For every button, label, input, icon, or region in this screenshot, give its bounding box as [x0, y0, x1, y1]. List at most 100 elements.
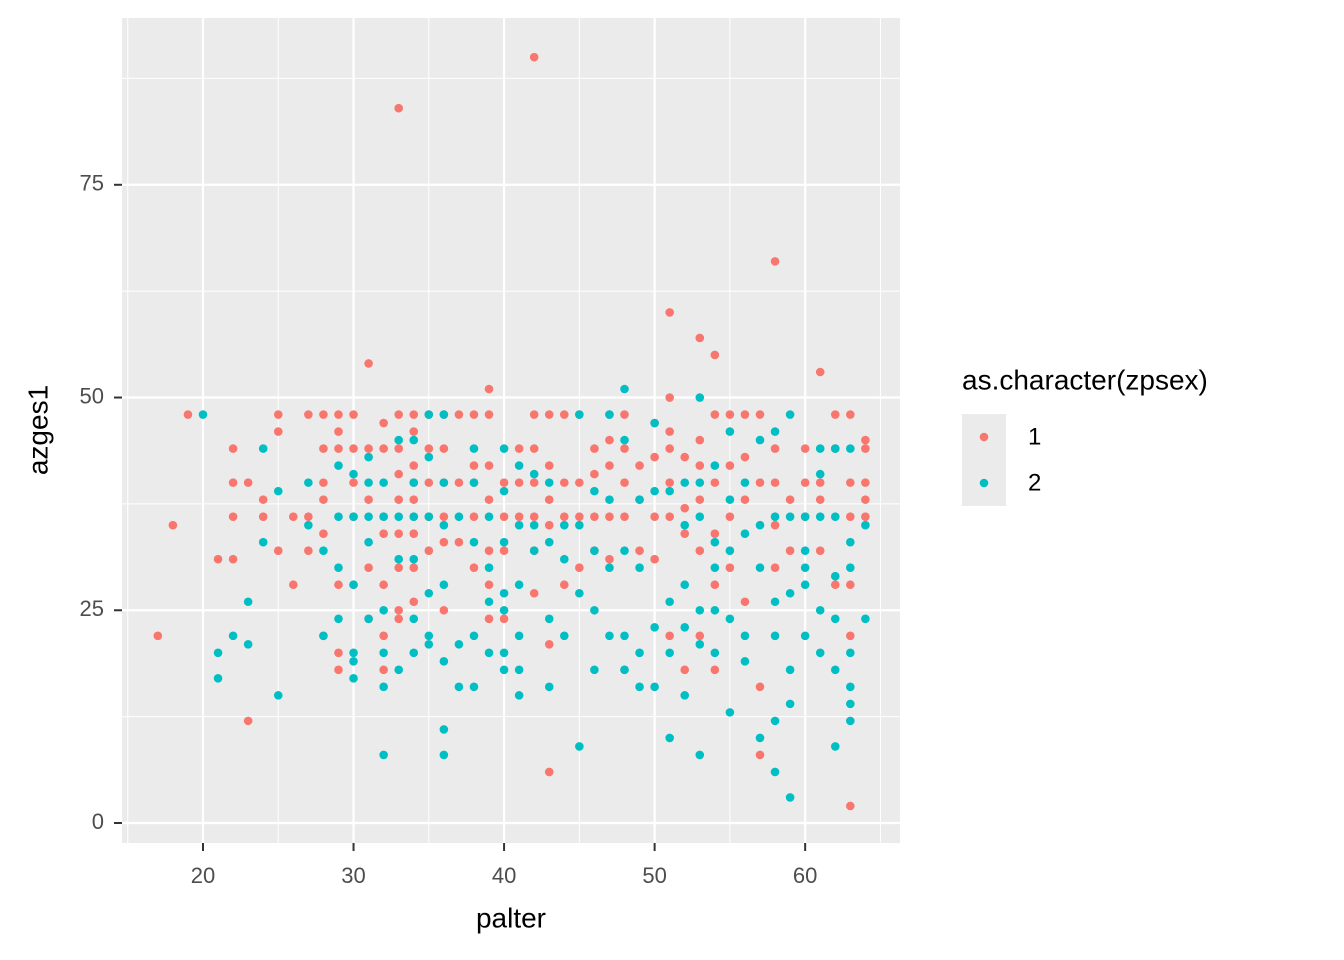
point [695, 605, 705, 615]
point [635, 682, 644, 692]
point [575, 742, 584, 751]
point [635, 546, 644, 555]
point [469, 682, 479, 692]
point [725, 495, 735, 504]
point [394, 665, 403, 675]
point [846, 682, 855, 692]
point [304, 478, 313, 487]
point [544, 410, 554, 419]
point [605, 631, 614, 641]
point [815, 648, 825, 658]
point [680, 503, 690, 513]
point [620, 512, 629, 521]
point [499, 486, 509, 496]
point [755, 682, 765, 692]
point [409, 554, 419, 564]
point [800, 563, 810, 573]
point [575, 410, 584, 419]
point [725, 563, 735, 573]
point [575, 520, 584, 530]
point [514, 691, 524, 700]
point [514, 461, 524, 470]
point [243, 478, 253, 487]
point [334, 427, 343, 436]
point [529, 520, 539, 530]
point [379, 529, 388, 538]
legend: 12 [962, 414, 1041, 506]
point [710, 537, 720, 547]
point [785, 588, 795, 598]
point [559, 580, 569, 590]
point [529, 478, 539, 487]
point [695, 640, 705, 649]
point [710, 580, 720, 590]
point [319, 444, 328, 453]
point [861, 512, 870, 521]
point [665, 478, 674, 487]
point [514, 631, 524, 641]
point [544, 682, 554, 692]
point [409, 614, 419, 624]
point [575, 563, 584, 573]
point [484, 563, 494, 573]
y-tick-label: 50 [80, 383, 104, 408]
point [590, 665, 599, 675]
point [379, 631, 388, 641]
point [605, 495, 614, 504]
point [755, 410, 765, 419]
point [379, 478, 388, 487]
point [304, 410, 313, 419]
point [424, 452, 434, 462]
point [590, 512, 599, 521]
point [499, 537, 509, 547]
point [454, 410, 464, 419]
point [334, 580, 343, 590]
point [484, 546, 494, 555]
point [334, 648, 343, 658]
point [334, 410, 343, 419]
point [800, 631, 810, 641]
y-tick-label: 75 [80, 171, 104, 196]
point [710, 529, 720, 538]
point [439, 657, 449, 666]
point [439, 750, 449, 760]
point [559, 478, 569, 487]
point [379, 605, 388, 615]
point [846, 444, 855, 453]
point [514, 665, 524, 675]
point [484, 580, 494, 590]
point [830, 410, 840, 419]
point [815, 367, 825, 377]
point [484, 461, 494, 470]
x-tick-label: 40 [492, 863, 516, 888]
point [424, 588, 434, 598]
point [725, 461, 735, 470]
point [695, 478, 705, 487]
point [364, 452, 373, 462]
point [469, 410, 479, 419]
point [620, 410, 629, 419]
point [559, 512, 569, 521]
point [258, 444, 268, 453]
point [846, 478, 855, 487]
point [770, 478, 780, 487]
point [334, 614, 343, 624]
point [243, 716, 253, 726]
point [304, 520, 313, 530]
point [605, 410, 614, 419]
point [529, 469, 539, 479]
point [319, 546, 328, 555]
point [785, 546, 795, 555]
point [590, 605, 599, 615]
point [605, 512, 614, 521]
point [770, 444, 780, 453]
point [665, 444, 674, 453]
point [394, 103, 403, 113]
point [228, 478, 238, 487]
point [770, 631, 780, 641]
point [439, 725, 449, 734]
point [710, 461, 720, 470]
point [770, 257, 780, 266]
point [394, 435, 403, 445]
legend-label: 1 [1028, 423, 1041, 450]
